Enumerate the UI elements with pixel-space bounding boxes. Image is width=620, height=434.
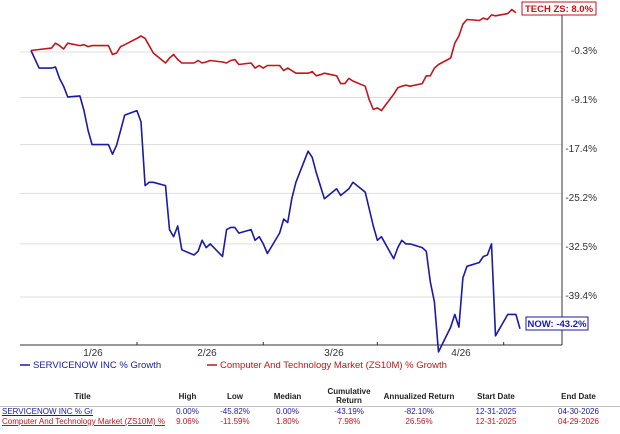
- growth-chart: -0.3% -9.1% -17.4% -25.2% -32.5% -39.4% …: [20, 1, 598, 371]
- legend-label-servicenow: SERVICENOW INC % Growth: [33, 360, 161, 371]
- header-high: High: [178, 391, 197, 401]
- cell-high: 9.06%: [176, 417, 199, 426]
- cell-cumulative: -43.19%: [334, 407, 364, 416]
- legend: SERVICENOW INC % Growth Computer And Tec…: [20, 360, 447, 371]
- cell-annualized: 26.56%: [405, 417, 433, 426]
- table-row: Computer And Technology Market (ZS10M) %…: [0, 417, 620, 427]
- x-tick-label: 3/26: [324, 348, 344, 359]
- y-tick-label: -17.4%: [565, 144, 597, 155]
- cell-cumulative: 7.98%: [337, 417, 361, 426]
- table-row: SERVICENOW INC % Gr 0.00% -45.82% 0.00% …: [0, 407, 620, 418]
- cell-annualized: -82.10%: [404, 407, 434, 416]
- y-axis-labels: -0.3% -9.1% -17.4% -25.2% -32.5% -39.4%: [565, 46, 597, 302]
- x-tick-label: 2/26: [197, 348, 217, 359]
- row-title-link[interactable]: SERVICENOW INC % Gr: [2, 407, 93, 416]
- header-low: Low: [227, 391, 243, 401]
- header-annualized-return: Annualized Return: [383, 391, 455, 401]
- y-tick-label: -0.3%: [571, 46, 597, 57]
- x-tick-label: 1/26: [83, 348, 103, 359]
- x-axis-labels: 1/26 2/26 3/26 4/26: [83, 348, 471, 359]
- cell-low: -45.82%: [220, 407, 250, 416]
- y-tick-label: -32.5%: [565, 242, 597, 253]
- table-header-row: Title High Low Median Cumulative Return …: [0, 386, 620, 407]
- series-line-servicenow: [30, 50, 521, 353]
- y-tick-label: -9.1%: [571, 95, 597, 106]
- stats-table: Title High Low Median Cumulative Return …: [0, 386, 620, 427]
- header-title: Title: [74, 391, 91, 401]
- cell-start-date: 12-31-2025: [475, 407, 517, 416]
- series-line-tech: [30, 8, 517, 112]
- cell-end-date: 04-29-2026: [558, 417, 599, 426]
- legend-label-tech: Computer And Technology Market (ZS10M) %…: [220, 360, 447, 371]
- cell-median: 0.00%: [276, 407, 299, 416]
- y-tick-label: -39.4%: [565, 291, 597, 302]
- cell-high: 0.00%: [176, 407, 199, 416]
- cell-low: -11.59%: [220, 417, 250, 426]
- cell-end-date: 04-30-2026: [558, 407, 599, 416]
- header-start-date: Start Date: [477, 391, 515, 401]
- header-end-date: End Date: [561, 391, 596, 401]
- end-label-now-text: NOW: -43.2%: [528, 319, 588, 330]
- header-cumulative-return: Cumulative Return: [327, 387, 371, 405]
- header-median: Median: [273, 391, 302, 401]
- end-label-now: NOW: -43.2%: [525, 316, 589, 331]
- end-label-tech-text: TECH ZS: 8.0%: [525, 4, 594, 15]
- row-title-link[interactable]: Computer And Technology Market (ZS10M) %…: [2, 417, 165, 426]
- gridlines: [20, 51, 562, 298]
- x-tick-label: 4/26: [451, 348, 471, 359]
- cell-median: 1.80%: [276, 417, 299, 426]
- y-tick-label: -25.2%: [565, 193, 597, 204]
- series-layer: [30, 8, 521, 353]
- cell-start-date: 12-31-2025: [475, 417, 517, 426]
- end-label-tech: TECH ZS: 8.0%: [521, 1, 597, 16]
